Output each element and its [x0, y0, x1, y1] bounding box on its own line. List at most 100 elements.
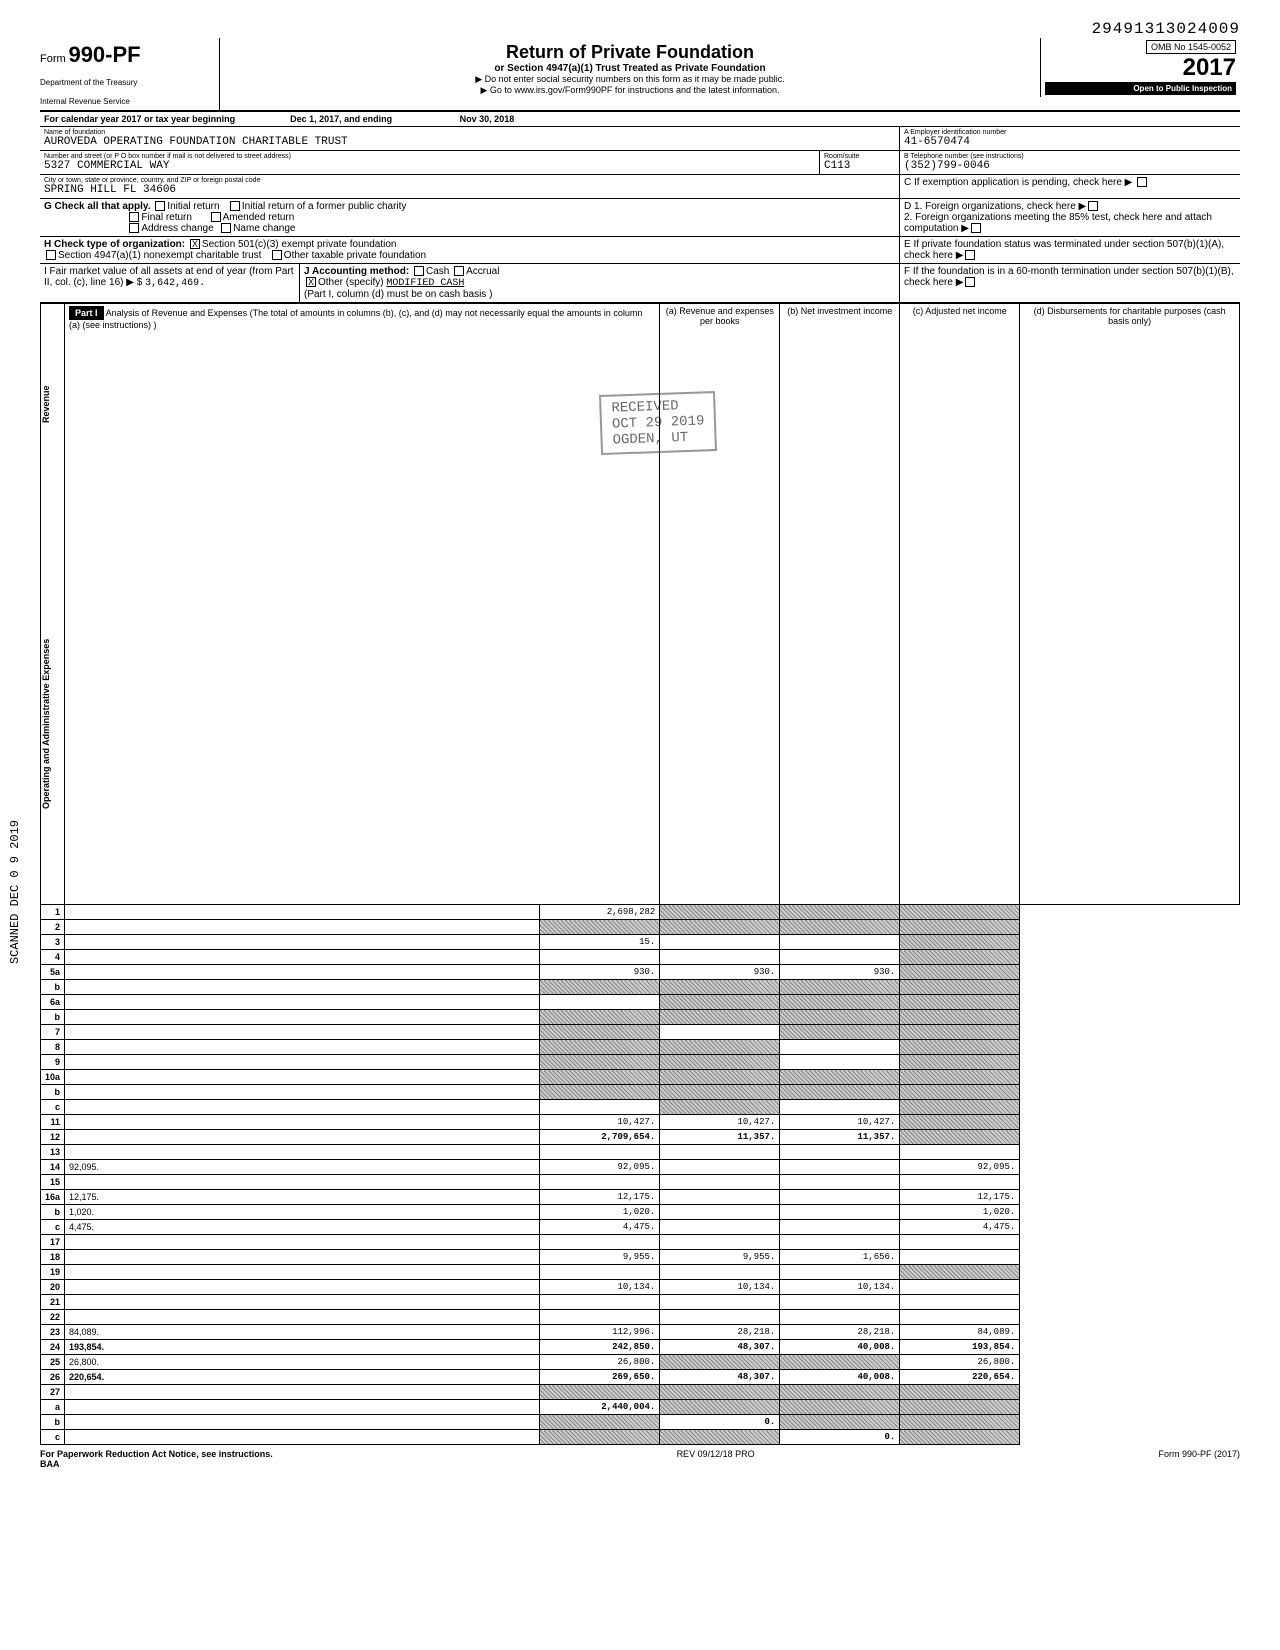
row-number: 19 — [41, 1265, 65, 1280]
row-desc — [65, 935, 540, 950]
col-c-header: (c) Adjusted net income — [900, 304, 1020, 905]
col-d-value — [900, 995, 1020, 1010]
col-b-value — [660, 1100, 780, 1115]
row-desc: 4,475. — [65, 1220, 540, 1235]
form-prefix: Form — [40, 53, 66, 65]
row-number: 26 — [41, 1370, 65, 1385]
row-number: b — [41, 1415, 65, 1430]
row-desc — [65, 1295, 540, 1310]
col-d-value — [900, 1385, 1020, 1400]
col-c-value — [780, 1070, 900, 1085]
row-number: 1 — [41, 905, 65, 920]
col-a-value — [540, 1265, 660, 1280]
col-b-value: 48,307. — [660, 1340, 780, 1355]
col-a-value: 930. — [540, 965, 660, 980]
col-d-value — [900, 1400, 1020, 1415]
tax-year-row: For calendar year 2017 or tax year begin… — [40, 112, 1240, 127]
col-d-value — [900, 1130, 1020, 1145]
col-d-value: 12,175. — [900, 1190, 1020, 1205]
row-number: 10a — [41, 1070, 65, 1085]
h-4947-checkbox[interactable] — [46, 250, 56, 260]
footer-baa: BAA — [40, 1459, 60, 1469]
g-opt-4: Address change — [141, 223, 213, 234]
table-row: b — [41, 980, 1240, 995]
table-row: 315. — [41, 935, 1240, 950]
table-row: 21 — [41, 1295, 1240, 1310]
col-b-value: 930. — [660, 965, 780, 980]
section-g-label: G Check all that apply. — [44, 201, 151, 212]
h-other-checkbox[interactable] — [272, 250, 282, 260]
col-b-value — [660, 1010, 780, 1025]
col-b-value — [660, 1055, 780, 1070]
row-desc — [65, 1175, 540, 1190]
col-b-value — [660, 1385, 780, 1400]
col-d-value: 220,654. — [900, 1370, 1020, 1385]
street-address: 5327 COMMERCIAL WAY — [44, 160, 815, 172]
row-number: 14 — [41, 1160, 65, 1175]
col-b-value — [660, 920, 780, 935]
row-desc — [65, 980, 540, 995]
col-d-value: 4,475. — [900, 1220, 1020, 1235]
col-b-value — [660, 905, 780, 920]
col-a-value: 12,175. — [540, 1190, 660, 1205]
h-opt2: Section 4947(a)(1) nonexempt charitable … — [58, 250, 261, 261]
col-a-value — [540, 1415, 660, 1430]
col-a-value: 2,698,282 — [540, 905, 660, 920]
col-a-value: 1,020. — [540, 1205, 660, 1220]
row-desc — [65, 1085, 540, 1100]
table-row: 9 — [41, 1055, 1240, 1070]
g-former-checkbox[interactable] — [230, 201, 240, 211]
d1-checkbox[interactable] — [1088, 201, 1098, 211]
col-c-value — [780, 935, 900, 950]
row-desc — [65, 1235, 540, 1250]
col-d-value — [900, 1010, 1020, 1025]
col-c-value — [780, 1265, 900, 1280]
col-c-value — [780, 1040, 900, 1055]
section-i-value: 3,642,469. — [145, 278, 205, 289]
col-d-value: 26,800. — [900, 1355, 1020, 1370]
j-other-checkbox[interactable]: X — [306, 277, 316, 287]
row-number: 9 — [41, 1055, 65, 1070]
col-c-value — [780, 1400, 900, 1415]
section-c-checkbox[interactable] — [1137, 177, 1147, 187]
form-title: Return of Private Foundation — [228, 42, 1032, 63]
g-initial-checkbox[interactable] — [155, 201, 165, 211]
table-row: 1 2,698,282 — [41, 905, 1240, 920]
col-c-value — [780, 1100, 900, 1115]
row-desc — [65, 1100, 540, 1115]
col-d-value — [900, 1115, 1020, 1130]
expenses-side-label: Operating and Administrative Expenses — [41, 544, 51, 904]
row-number: 12 — [41, 1130, 65, 1145]
omb-number: OMB No 1545-0052 — [1146, 40, 1236, 54]
g-name-checkbox[interactable] — [221, 223, 231, 233]
table-row: 8 — [41, 1040, 1240, 1055]
col-c-value: 10,427. — [780, 1115, 900, 1130]
col-b-value — [660, 1310, 780, 1325]
section-d2: 2. Foreign organizations meeting the 85%… — [904, 212, 1212, 234]
row-number: 5a — [41, 965, 65, 980]
col-a-value: 112,996. — [540, 1325, 660, 1340]
col-b-value — [660, 1190, 780, 1205]
g-amended-checkbox[interactable] — [211, 212, 221, 222]
j-cash-checkbox[interactable] — [414, 266, 424, 276]
row-desc — [65, 1055, 540, 1070]
row-desc — [65, 1040, 540, 1055]
dept-treasury: Department of the Treasury — [40, 78, 211, 87]
row-number: b — [41, 980, 65, 995]
g-final-checkbox[interactable] — [129, 212, 139, 222]
tax-year: 2017 — [1045, 54, 1236, 82]
table-row: 24193,854.242,850.48,307.40,008.193,854. — [41, 1340, 1240, 1355]
col-d-value: 1,020. — [900, 1205, 1020, 1220]
table-row: 27 — [41, 1385, 1240, 1400]
e-checkbox[interactable] — [965, 250, 975, 260]
col-d-value — [900, 1235, 1020, 1250]
footer-left: For Paperwork Reduction Act Notice, see … — [40, 1449, 273, 1459]
g-address-checkbox[interactable] — [129, 223, 139, 233]
h-501c3-checkbox[interactable]: X — [190, 239, 200, 249]
f-checkbox[interactable] — [965, 277, 975, 287]
col-a-value — [540, 1085, 660, 1100]
table-row: 7 — [41, 1025, 1240, 1040]
j-accrual-checkbox[interactable] — [454, 266, 464, 276]
col-b-value — [660, 1205, 780, 1220]
d2-checkbox[interactable] — [971, 223, 981, 233]
